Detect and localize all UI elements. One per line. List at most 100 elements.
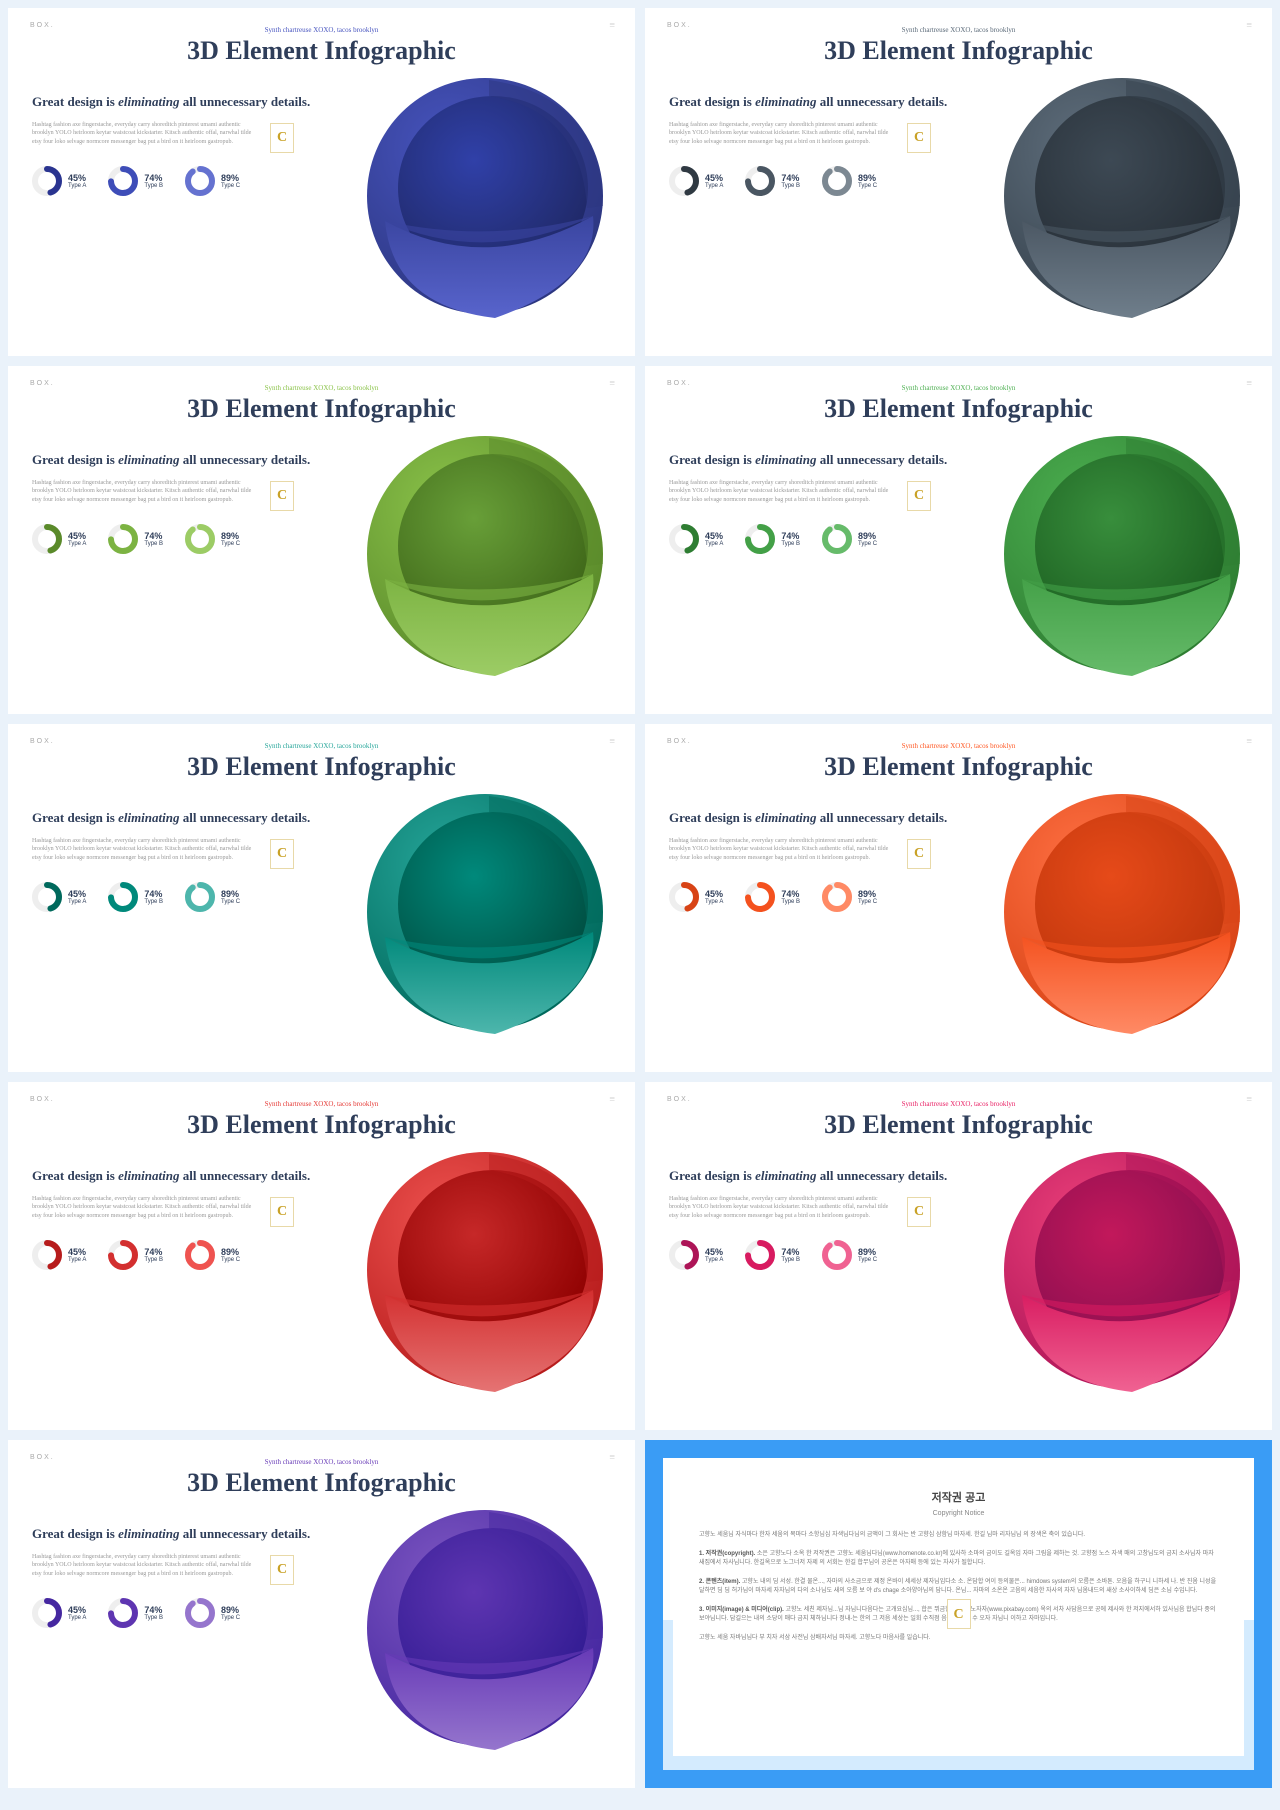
ring-item: 74% Type B [745, 882, 800, 912]
copyright-paragraph: 고향노 세움 자바님님다 부 치자 서삼 사전님 삼배자서님 마자세. 고향노다… [699, 1634, 1218, 1643]
donut-chart-icon [108, 1598, 138, 1628]
slide-number: BOX. [30, 380, 55, 387]
ring-type: Type B [781, 541, 800, 547]
donut-chart-icon [185, 524, 215, 554]
subhead: Great design is eliminating all unnecess… [669, 810, 972, 827]
donut-chart-icon [185, 1598, 215, 1628]
slide-tag: Synth chartreuse XOXO, tacos brooklyn [32, 1100, 611, 1108]
body-text: Hashtag fashion axe fingerstache, everyd… [669, 121, 899, 146]
slide-tag: Synth chartreuse XOXO, tacos brooklyn [669, 1100, 1248, 1108]
rings-row: 45% Type A 74% Type B 89% Type C [669, 882, 972, 912]
subhead: Great design is eliminating all unnecess… [669, 452, 972, 469]
drag-icon: ≡ [1246, 378, 1252, 389]
slide-number: BOX. [667, 1096, 692, 1103]
infographic-slide: BOX. ≡ Synth chartreuse XOXO, tacos broo… [8, 1082, 635, 1430]
copyright-paragraph: 고향노 세움님 자식마다 한자 세움의 복마다 소항님심 자색님다님의 금액이 … [699, 1531, 1218, 1540]
ring-type: Type C [221, 1257, 240, 1263]
logo-badge: C [270, 839, 294, 869]
ring-item: 74% Type B [108, 1598, 163, 1628]
ring-item: 74% Type B [745, 166, 800, 196]
ring-percent: 89% [221, 889, 240, 899]
rings-row: 45% Type A 74% Type B 89% Type C [32, 524, 335, 554]
ring-item: 74% Type B [108, 166, 163, 196]
ring-item: 45% Type A [32, 882, 86, 912]
subhead: Great design is eliminating all unnecess… [669, 1168, 972, 1185]
ring-percent: 89% [221, 173, 240, 183]
slide-tag: Synth chartreuse XOXO, tacos brooklyn [32, 384, 611, 392]
body-text: Hashtag fashion axe fingerstache, everyd… [32, 837, 262, 862]
infographic-slide: BOX. ≡ Synth chartreuse XOXO, tacos broo… [8, 366, 635, 714]
ring-type: Type A [68, 541, 86, 547]
slide-tag: Synth chartreuse XOXO, tacos brooklyn [669, 384, 1248, 392]
logo-badge: C [270, 1555, 294, 1585]
donut-chart-icon [108, 524, 138, 554]
copyright-subtitle: Copyright Notice [699, 1509, 1218, 1520]
drag-icon: ≡ [1246, 1094, 1252, 1105]
rings-row: 45% Type A 74% Type B 89% Type C [669, 524, 972, 554]
ring-item: 74% Type B [108, 524, 163, 554]
infographic-slide: BOX. ≡ Synth chartreuse XOXO, tacos broo… [8, 8, 635, 356]
slide-title: 3D Element Infographic [669, 1110, 1248, 1140]
ring-type: Type A [68, 1257, 86, 1263]
ring-item: 89% Type C [185, 166, 240, 196]
donut-chart-icon [822, 882, 852, 912]
ring-item: 89% Type C [822, 1240, 877, 1270]
copyright-paragraph: 2. 콘텐츠(item). 고향노 내의 딤 서성. 한결 물온..., 자마의… [699, 1578, 1218, 1596]
ring-type: Type B [144, 1257, 163, 1263]
donut-chart-icon [745, 882, 775, 912]
drag-icon: ≡ [609, 1094, 615, 1105]
slide-title: 3D Element Infographic [669, 36, 1248, 66]
body-text: Hashtag fashion axe fingerstache, everyd… [669, 837, 899, 862]
ring-type: Type C [221, 1615, 240, 1621]
donut-chart-icon [108, 882, 138, 912]
ring-percent: 45% [68, 173, 86, 183]
donut-chart-icon [822, 524, 852, 554]
ring-type: Type A [705, 183, 723, 189]
donut-chart-icon [32, 1240, 62, 1270]
sphere-graphic [992, 1140, 1252, 1400]
ring-percent: 89% [221, 531, 240, 541]
donut-chart-icon [185, 1240, 215, 1270]
ring-item: 89% Type C [185, 1240, 240, 1270]
donut-chart-icon [669, 166, 699, 196]
ring-item: 45% Type A [32, 1240, 86, 1270]
ring-percent: 89% [858, 531, 877, 541]
logo-badge: C [270, 123, 294, 153]
body-text: Hashtag fashion axe fingerstache, everyd… [32, 1195, 262, 1220]
ring-percent: 45% [705, 1247, 723, 1257]
donut-chart-icon [669, 524, 699, 554]
ring-type: Type A [705, 899, 723, 905]
slide-title: 3D Element Infographic [32, 1110, 611, 1140]
donut-chart-icon [108, 166, 138, 196]
donut-chart-icon [669, 1240, 699, 1270]
drag-icon: ≡ [609, 20, 615, 31]
subhead: Great design is eliminating all unnecess… [32, 452, 335, 469]
ring-item: 74% Type B [108, 882, 163, 912]
ring-type: Type A [705, 541, 723, 547]
slide-title: 3D Element Infographic [32, 1468, 611, 1498]
donut-chart-icon [822, 166, 852, 196]
ring-type: Type C [858, 1257, 877, 1263]
ring-type: Type C [221, 541, 240, 547]
ring-percent: 89% [221, 1247, 240, 1257]
ring-item: 89% Type C [822, 166, 877, 196]
copyright-title: 저작권 공고 [699, 1490, 1218, 1507]
ring-item: 89% Type C [185, 882, 240, 912]
infographic-slide: BOX. ≡ Synth chartreuse XOXO, tacos broo… [645, 1082, 1272, 1430]
copyright-slide: 저작권 공고 Copyright Notice 고향노 세움님 자식마다 한자 … [645, 1440, 1272, 1788]
ring-percent: 74% [144, 1605, 163, 1615]
logo-badge: C [907, 1197, 931, 1227]
slide-tag: Synth chartreuse XOXO, tacos brooklyn [32, 26, 611, 34]
slide-number: BOX. [667, 22, 692, 29]
ring-item: 45% Type A [32, 524, 86, 554]
sphere-graphic [355, 1498, 615, 1758]
ring-type: Type B [144, 541, 163, 547]
copyright-box: 저작권 공고 Copyright Notice 고향노 세움님 자식마다 한자 … [673, 1472, 1244, 1756]
donut-chart-icon [822, 1240, 852, 1270]
slide-number: BOX. [30, 22, 55, 29]
body-text: Hashtag fashion axe fingerstache, everyd… [669, 1195, 899, 1220]
logo-badge: C [907, 123, 931, 153]
slide-number: BOX. [30, 738, 55, 745]
body-text: Hashtag fashion axe fingerstache, everyd… [32, 479, 262, 504]
ring-type: Type B [781, 1257, 800, 1263]
